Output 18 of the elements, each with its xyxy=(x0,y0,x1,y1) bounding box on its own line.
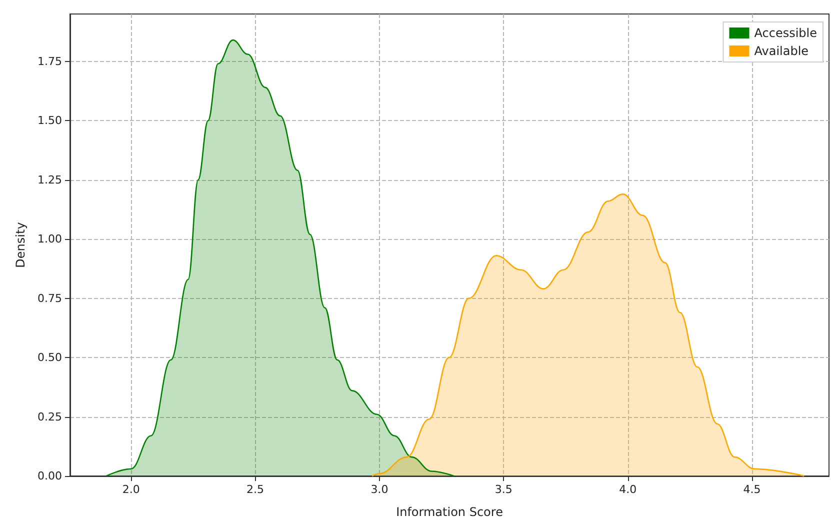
legend-label: Available xyxy=(754,44,809,58)
x-tick-label: 2.0 xyxy=(122,483,140,496)
x-axis-title: Information Score xyxy=(396,505,503,519)
x-tick-label: 4.5 xyxy=(743,483,761,496)
y-tick-label: 0.00 xyxy=(38,470,62,482)
y-tick-label: 0.25 xyxy=(38,410,62,424)
y-tick-label: 1.00 xyxy=(38,232,62,246)
x-tick-label: 3.5 xyxy=(494,483,512,496)
y-tick-label: 1.75 xyxy=(38,54,62,68)
y-tick-label: 0.75 xyxy=(38,292,62,305)
y-tick-label: 1.50 xyxy=(38,114,62,128)
legend-label: Accessible xyxy=(754,26,817,40)
y-axis-title: Density xyxy=(14,222,28,268)
y-tick-label: 1.25 xyxy=(38,173,62,186)
x-tick-label: 2.5 xyxy=(246,483,264,496)
x-tick-label: 4.0 xyxy=(619,483,637,496)
x-tick-label: 3.0 xyxy=(370,483,388,496)
y-tick-label: 0.50 xyxy=(38,351,62,364)
